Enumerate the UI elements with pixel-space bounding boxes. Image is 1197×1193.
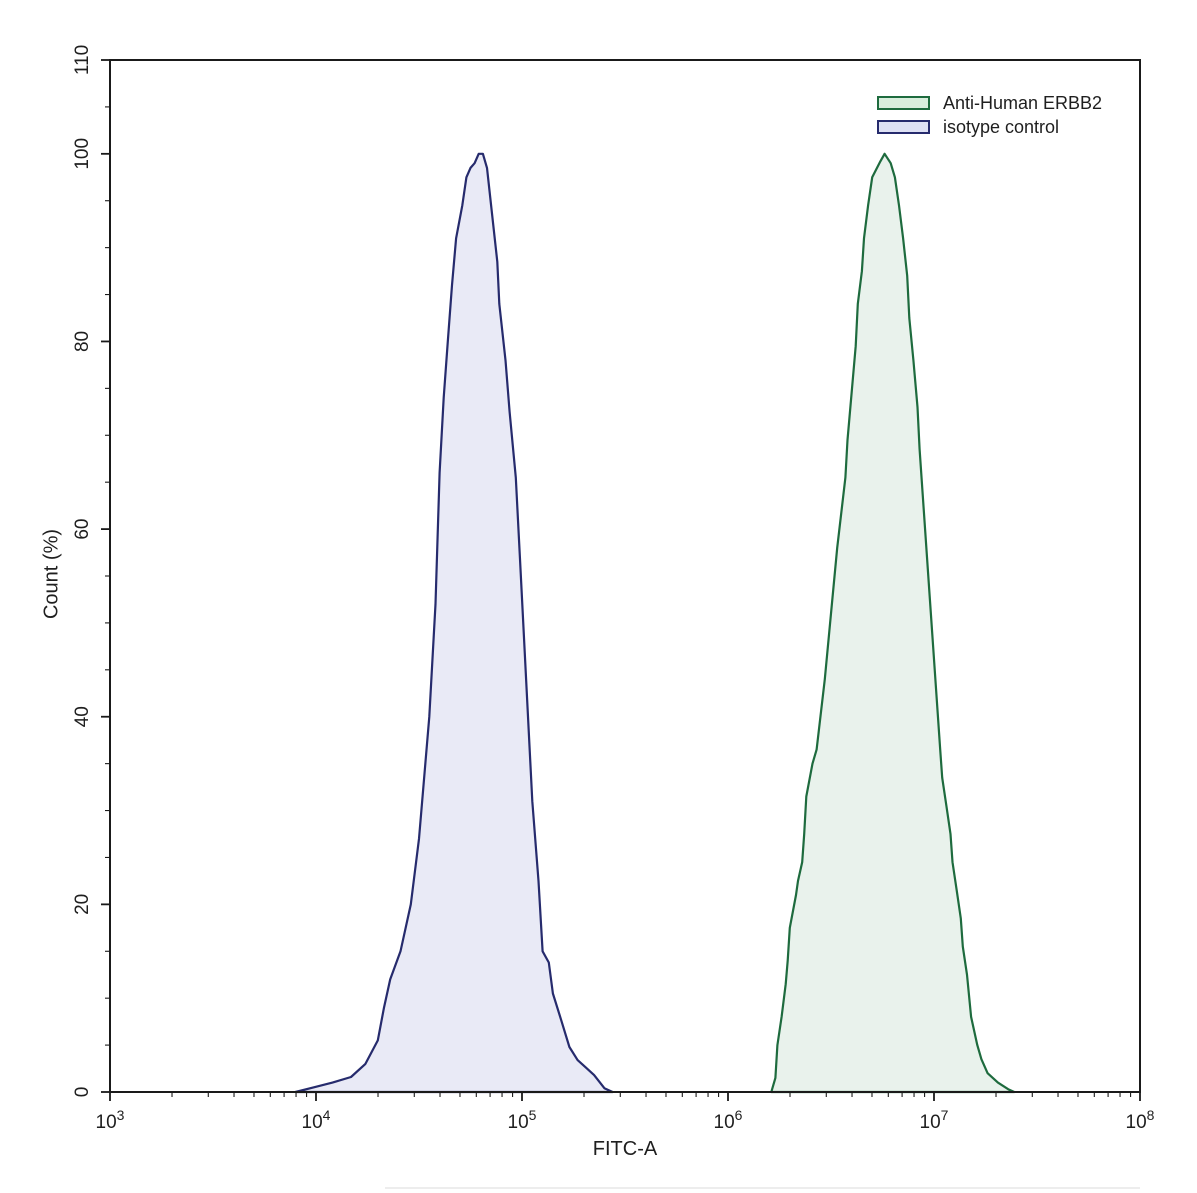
y-tick-label: 0	[72, 1087, 93, 1098]
curve-isotype-control	[294, 152, 614, 1094]
x-tick-label: 105	[508, 1107, 537, 1133]
y-tick-label: 100	[72, 138, 93, 170]
y-tick-label: 20	[72, 894, 93, 915]
plot-box	[109, 59, 1141, 1093]
x-axis-title: FITC-A	[592, 1138, 658, 1160]
legend-swatch-erbb2-icon	[877, 96, 930, 110]
x-tick-label: 107	[920, 1107, 949, 1133]
x-tick-label: 108	[1126, 1107, 1155, 1133]
x-tick-label: 103	[96, 1107, 125, 1133]
y-tick-label: 60	[72, 519, 93, 540]
legend-label-erbb2: Anti-Human ERBB2	[943, 93, 1103, 113]
legend-item-isotype: isotype control	[877, 115, 1102, 139]
x-tick-label: 104	[302, 1107, 331, 1133]
legend-label-isotype: isotype control	[943, 117, 1060, 137]
curve-anti-human-erbb2	[770, 152, 1016, 1094]
legend-swatch-isotype-icon	[877, 120, 930, 134]
y-tick-label: 80	[72, 331, 93, 352]
y-axis-title: Count (%)	[40, 528, 63, 620]
y-tick-label: 40	[72, 706, 93, 727]
scan-edge-artifact	[385, 1187, 1140, 1189]
legend-item-erbb2: Anti-Human ERBB2	[877, 91, 1102, 115]
x-tick-label: 106	[714, 1107, 743, 1133]
legend: Anti-Human ERBB2 isotype control	[877, 91, 1102, 139]
y-tick-label: 110	[72, 45, 93, 75]
